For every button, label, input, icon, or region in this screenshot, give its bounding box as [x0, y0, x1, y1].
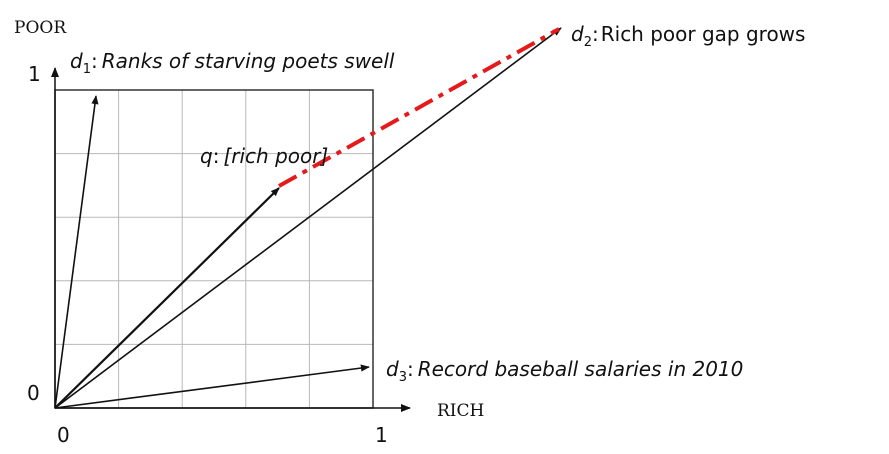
d1-name: d	[70, 49, 83, 73]
d3-label: d3: Record baseball salaries in 2010	[386, 357, 743, 385]
x-tick-right: 1	[375, 423, 388, 447]
d2-name: d	[571, 22, 584, 46]
x-axis-label: RICH	[437, 401, 484, 421]
y-tick-origin: 0	[27, 381, 40, 405]
y-axis-label: POOR	[14, 18, 67, 38]
x-tick-origin: 0	[57, 423, 70, 447]
d2-sub: 2	[584, 35, 592, 50]
d3-name: d	[386, 357, 399, 381]
vector-d3-arrow	[54, 364, 370, 409]
vector-d2-arrow	[54, 27, 562, 409]
q-text: [rich poor]	[223, 144, 328, 168]
d3-text: Record baseball salaries in 2010	[418, 357, 744, 381]
d2-text: Rich poor gap grows	[601, 22, 806, 46]
q-label: q: [rich poor]	[200, 144, 328, 168]
vector-d1-arrow	[54, 95, 99, 409]
q-d2-distance-line	[278, 27, 560, 188]
d3-sub: 3	[399, 370, 407, 385]
d2-label: d2: Rich poor gap grows	[571, 22, 805, 50]
vector-q-arrow	[54, 187, 280, 409]
grid	[55, 90, 373, 408]
d1-label: d1: Ranks of starving poets swell	[70, 49, 395, 77]
d1-sub: 1	[83, 62, 91, 77]
d1-text: Ranks of starving poets swell	[102, 49, 395, 73]
q-name: q	[200, 144, 213, 168]
y-tick-top: 1	[28, 62, 41, 86]
